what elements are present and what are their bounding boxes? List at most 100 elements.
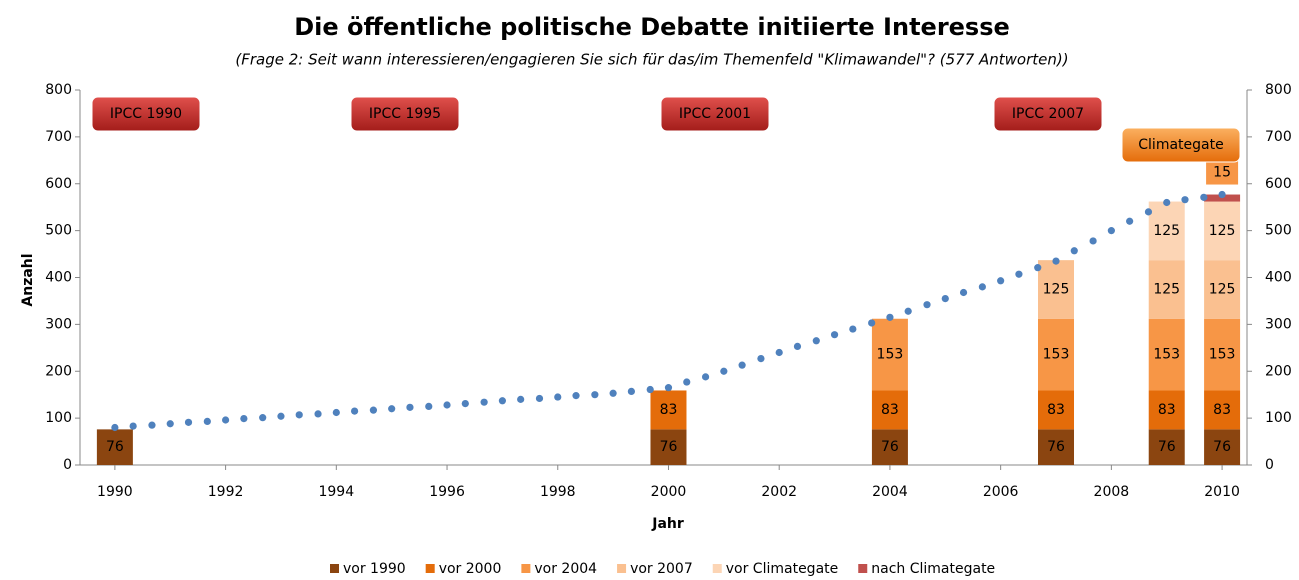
- value-label: 15: [1213, 165, 1231, 181]
- bar-segment: [96, 429, 133, 465]
- annotation-box: [91, 96, 201, 132]
- value-label: 125: [1209, 223, 1236, 239]
- dot: [535, 394, 544, 403]
- value-label: 83: [1213, 402, 1231, 418]
- bar-segment: [1148, 201, 1185, 261]
- y2-tick-label: 100: [1265, 410, 1292, 426]
- bar-segment: [1204, 390, 1241, 430]
- dot: [1089, 237, 1097, 245]
- dot: [1070, 247, 1078, 255]
- bar-segment: [871, 390, 908, 430]
- value-label: 76: [1213, 439, 1231, 455]
- value-label: 83: [1047, 402, 1065, 418]
- dot: [425, 402, 433, 411]
- legend-label: vor Climategate: [726, 561, 839, 577]
- legend-label: nach Climategate: [871, 561, 995, 577]
- chart-subtitle: (Frage 2: Seit wann interessieren/engagi…: [235, 51, 1068, 69]
- y-tick-label: 800: [45, 82, 72, 98]
- dot: [886, 313, 894, 321]
- dot: [203, 417, 211, 426]
- dot: [1200, 193, 1208, 201]
- bar-segment: [1038, 318, 1075, 391]
- legend-label: vor 1990: [343, 561, 406, 577]
- annotation: IPCC 1990: [110, 106, 182, 122]
- legend-swatch: [858, 564, 868, 573]
- value-label: 153: [1209, 347, 1236, 363]
- dot: [443, 401, 451, 409]
- value-label: 76: [106, 439, 124, 455]
- dot: [1107, 227, 1115, 235]
- value-label-box: [1206, 160, 1239, 185]
- annotation: IPCC 2007: [1012, 106, 1084, 122]
- dot: [997, 277, 1005, 285]
- x-tick-label: 1992: [208, 484, 244, 500]
- x-tick-label: 1990: [97, 484, 133, 500]
- dot: [184, 418, 193, 426]
- legend-label: vor 2004: [534, 561, 597, 577]
- dot: [757, 354, 765, 363]
- x-tick-label: 2004: [872, 484, 908, 500]
- bar-segment: [871, 318, 908, 391]
- x-tick-label: 2000: [651, 484, 687, 500]
- dot: [904, 307, 912, 315]
- value-label: 125: [1043, 281, 1070, 297]
- y2-tick-label: 0: [1265, 457, 1274, 473]
- legend-swatch: [712, 564, 722, 573]
- bar-segment: [1204, 260, 1241, 319]
- legend-label: vor 2000: [439, 561, 502, 577]
- dot: [332, 408, 340, 417]
- bar-segment: [650, 390, 687, 430]
- dot: [941, 294, 949, 303]
- value-label: 153: [877, 347, 904, 363]
- x-axis-title: Jahr: [651, 516, 684, 532]
- dot: [166, 420, 174, 428]
- value-label: 153: [1043, 347, 1070, 363]
- dot: [350, 407, 359, 415]
- dot: [406, 403, 414, 411]
- value-label: 83: [881, 402, 899, 418]
- dot: [1181, 196, 1189, 204]
- x-tick-label: 1994: [318, 484, 354, 500]
- dot: [1052, 257, 1060, 265]
- annotation-box: [660, 96, 770, 132]
- dot: [664, 384, 673, 392]
- bar-segment: [1148, 260, 1185, 319]
- y-tick-label: 700: [45, 129, 72, 145]
- dot: [277, 412, 285, 420]
- y2-tick-label: 500: [1265, 223, 1292, 239]
- bar-segment: [1148, 390, 1185, 430]
- dot: [775, 348, 783, 357]
- value-label: 125: [1153, 281, 1180, 297]
- dot: [830, 331, 839, 339]
- dot: [129, 422, 137, 430]
- annotation-box: [350, 96, 460, 132]
- x-tick-label: 1996: [429, 484, 465, 500]
- dot: [627, 387, 635, 396]
- y2-tick-label: 200: [1265, 363, 1292, 379]
- dot: [959, 288, 968, 297]
- value-label: 76: [1047, 439, 1065, 455]
- x-tick-label: 2010: [1204, 484, 1240, 500]
- bar-segment: [1038, 260, 1075, 319]
- dot: [295, 411, 303, 419]
- dot: [369, 406, 378, 414]
- dot: [554, 393, 562, 401]
- annotation: IPCC 2001: [679, 106, 751, 122]
- dot: [461, 399, 469, 408]
- y-tick-label: 600: [45, 176, 72, 192]
- dot: [314, 410, 322, 418]
- dot: [572, 392, 580, 400]
- dot: [498, 397, 507, 405]
- bar-segment: [1204, 201, 1241, 261]
- y2-tick-label: 700: [1265, 129, 1292, 145]
- legend-swatch: [521, 564, 531, 573]
- legend-swatch: [617, 564, 627, 573]
- dot: [646, 385, 654, 394]
- dot: [480, 398, 488, 406]
- dot: [683, 378, 691, 386]
- bar-segment: [650, 429, 687, 465]
- annotation: Climategate: [1138, 137, 1223, 153]
- dot: [720, 367, 728, 375]
- dot: [1144, 208, 1153, 216]
- dot: [1015, 270, 1023, 278]
